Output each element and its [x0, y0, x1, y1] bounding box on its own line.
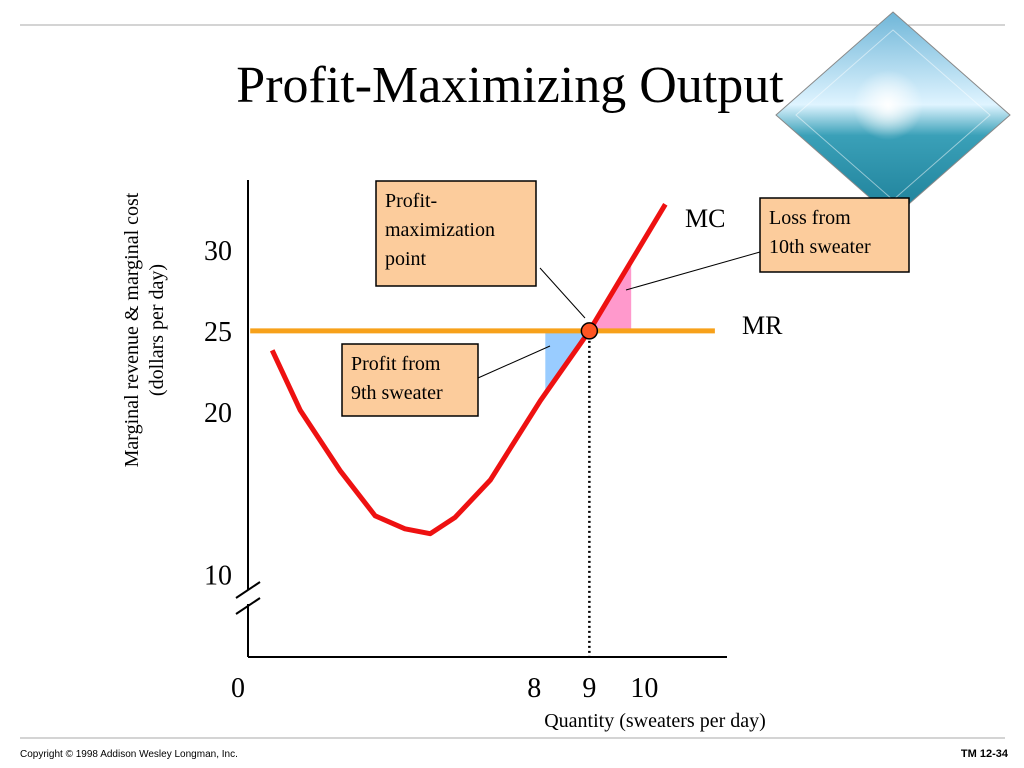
- decor-image: [775, 11, 1011, 219]
- leader-line: [539, 267, 586, 319]
- x-tick-label: 8: [527, 673, 541, 704]
- title: Profit-Maximizing Output: [236, 57, 784, 114]
- y-tick-label: 25: [204, 317, 232, 348]
- chart: 0 Quantity (sweaters per day) Marginal r…: [121, 180, 766, 732]
- annotation-text: 9th sweater: [351, 382, 443, 404]
- annotation-box: [341, 343, 479, 417]
- annotation-box: [759, 197, 910, 273]
- copyright: Copyright © 1998 Addison Wesley Longman,…: [20, 749, 238, 760]
- annotation-text: maximization: [385, 219, 495, 241]
- series-line: [269, 203, 668, 537]
- y-axis-label: (dollars per day): [146, 264, 168, 396]
- annotation-text: Profit-: [385, 190, 437, 212]
- leader-line: [625, 251, 761, 291]
- x-tick-label: 10: [630, 673, 658, 704]
- slide-id: TM 12-34: [961, 748, 1009, 760]
- annotation-text: point: [385, 248, 427, 270]
- y-tick-label: 10: [204, 560, 232, 591]
- annotation-text: Profit from: [351, 353, 441, 375]
- axis-break: [235, 581, 261, 599]
- series-label: MC: [685, 204, 725, 233]
- axis-break: [235, 597, 261, 615]
- x-tick-label: 9: [582, 673, 596, 704]
- x-axis-label: Quantity (sweaters per day): [544, 710, 766, 732]
- optimum-point: [580, 322, 599, 340]
- leader-line: [477, 345, 551, 379]
- annotation-text: 10th sweater: [769, 236, 871, 258]
- annotation-text: Loss from: [769, 207, 851, 229]
- y-tick-label: 20: [204, 398, 232, 429]
- annotation-box: [375, 180, 537, 287]
- y-tick-label: 30: [204, 236, 232, 267]
- series-label: MR: [742, 311, 783, 340]
- origin-label: 0: [231, 673, 245, 704]
- y-axis-label: Marginal revenue & marginal cost: [121, 192, 143, 467]
